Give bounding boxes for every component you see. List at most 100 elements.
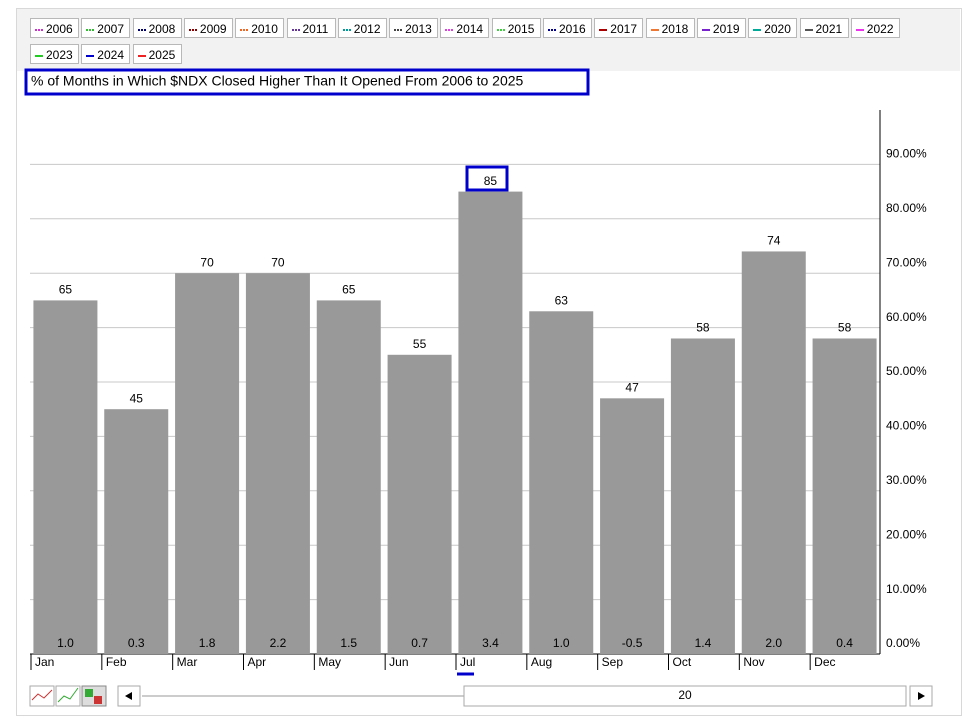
- bar: [812, 338, 877, 654]
- bottom-label: 1.4: [695, 636, 712, 650]
- bottom-label: 1.8: [199, 636, 216, 650]
- legend-button[interactable]: 2019: [696, 18, 746, 38]
- bar: [245, 273, 310, 654]
- legend-swatch: [445, 28, 454, 31]
- legend-label: 2012: [353, 22, 381, 36]
- y-tick-label: 60.00%: [886, 310, 927, 324]
- legend-label: 2015: [507, 22, 535, 36]
- chart-title: % of Months in Which $NDX Closed Higher …: [31, 73, 524, 89]
- bar: [670, 338, 735, 654]
- bottom-label: 1.0: [553, 636, 570, 650]
- legend-swatch: [753, 28, 762, 31]
- bottom-label: 2.0: [765, 636, 782, 650]
- legend-button[interactable]: 2021: [799, 18, 849, 38]
- legend-swatch: [855, 28, 864, 31]
- y-tick-label: 50.00%: [886, 364, 927, 378]
- legend-button[interactable]: 2008: [132, 18, 182, 38]
- value-label: 85: [484, 174, 498, 188]
- legend-label: 2009: [199, 22, 227, 36]
- legend-button[interactable]: 2009: [183, 18, 233, 38]
- legend-button[interactable]: 2020: [748, 18, 798, 38]
- bottom-label: 2.2: [270, 636, 287, 650]
- legend-label: 2013: [405, 22, 432, 36]
- bottom-label: 3.4: [482, 636, 499, 650]
- bar: [741, 251, 806, 654]
- legend-swatch: [650, 28, 659, 31]
- legend-button[interactable]: 2016: [543, 18, 592, 38]
- bottom-label: 0.7: [411, 636, 428, 650]
- y-tick-label: 30.00%: [886, 473, 927, 487]
- bar: [529, 311, 594, 654]
- scroll-thumb[interactable]: [463, 685, 907, 707]
- bottom-label: -0.5: [622, 636, 643, 650]
- toolbar[interactable]: [29, 685, 107, 707]
- legend-button[interactable]: 2006: [30, 18, 79, 38]
- x-tick-label: Dec: [814, 655, 835, 669]
- bottom-label: 0.3: [128, 636, 145, 650]
- legend-label: 2019: [712, 22, 740, 36]
- multi-line-glyph: [57, 687, 79, 703]
- legend-swatch: [701, 28, 710, 31]
- x-tick-label: Oct: [673, 655, 692, 669]
- y-tick-label: 90.00%: [886, 147, 927, 161]
- legend-button[interactable]: 2007: [81, 18, 131, 38]
- legend-label: 2010: [251, 22, 278, 36]
- legend-button[interactable]: 2015: [491, 18, 541, 38]
- multi-line-icon[interactable]: [55, 685, 81, 707]
- bar: [316, 300, 381, 654]
- legend-label: 2018: [661, 22, 689, 36]
- legend-button[interactable]: 2018: [645, 18, 695, 38]
- legend-label: 2008: [148, 22, 176, 36]
- legend-swatch: [86, 28, 95, 31]
- bar-icon-glyph: [94, 696, 102, 704]
- legend-swatch: [394, 28, 403, 31]
- y-tick-label: 40.00%: [886, 419, 927, 433]
- legend-button[interactable]: 2022: [850, 18, 900, 38]
- legend-button[interactable]: 2017: [594, 18, 644, 38]
- legend-label: 2016: [559, 22, 586, 36]
- legend-button[interactable]: 2010: [235, 18, 285, 38]
- value-label: 65: [59, 283, 73, 297]
- value-label: 47: [625, 380, 639, 394]
- legend-swatch: [137, 28, 146, 31]
- value-label: 63: [555, 293, 569, 307]
- legend-button[interactable]: 2012: [337, 18, 387, 38]
- legend-label: 2020: [764, 22, 791, 36]
- y-tick-label: 80.00%: [886, 201, 927, 215]
- legend-label: 2021: [815, 22, 843, 36]
- legend-button[interactable]: 2014: [440, 18, 490, 38]
- line-icon[interactable]: [29, 685, 55, 707]
- x-tick-label: Nov: [743, 655, 764, 669]
- legend-button[interactable]: 2013: [389, 18, 439, 38]
- x-tick-label: Jul: [460, 655, 475, 669]
- bar: [104, 409, 169, 654]
- y-tick-label: 10.00%: [886, 582, 927, 596]
- legend-button[interactable]: 2024: [81, 44, 131, 64]
- legend-button[interactable]: 2023: [30, 44, 79, 64]
- value-label: 74: [767, 234, 781, 248]
- line-icon-glyph: [31, 689, 53, 701]
- legend-label: 2006: [46, 22, 73, 36]
- value-label: 58: [696, 321, 710, 335]
- value-label: 58: [838, 321, 852, 335]
- title-highlight: [24, 68, 590, 96]
- legend-swatch: [804, 28, 813, 31]
- value-label: 45: [130, 391, 144, 405]
- bar-icon-glyph: [85, 689, 93, 697]
- bottom-label: 1.0: [57, 636, 74, 650]
- legend-button[interactable]: 2025: [132, 44, 182, 64]
- value-highlight: [465, 165, 509, 192]
- bar: [458, 191, 523, 654]
- bottom-label: 0.4: [836, 636, 853, 650]
- value-label: 70: [271, 255, 285, 269]
- legend-button[interactable]: 2011: [286, 18, 336, 38]
- scroll-label: 20: [678, 688, 692, 702]
- legend-label: 2025: [148, 48, 176, 62]
- legend-label: 2014: [456, 22, 484, 36]
- y-tick-label: 0.00%: [886, 636, 920, 650]
- legend-label: 2007: [97, 22, 124, 36]
- value-label: 65: [342, 283, 356, 297]
- bottom-label: 1.5: [340, 636, 357, 650]
